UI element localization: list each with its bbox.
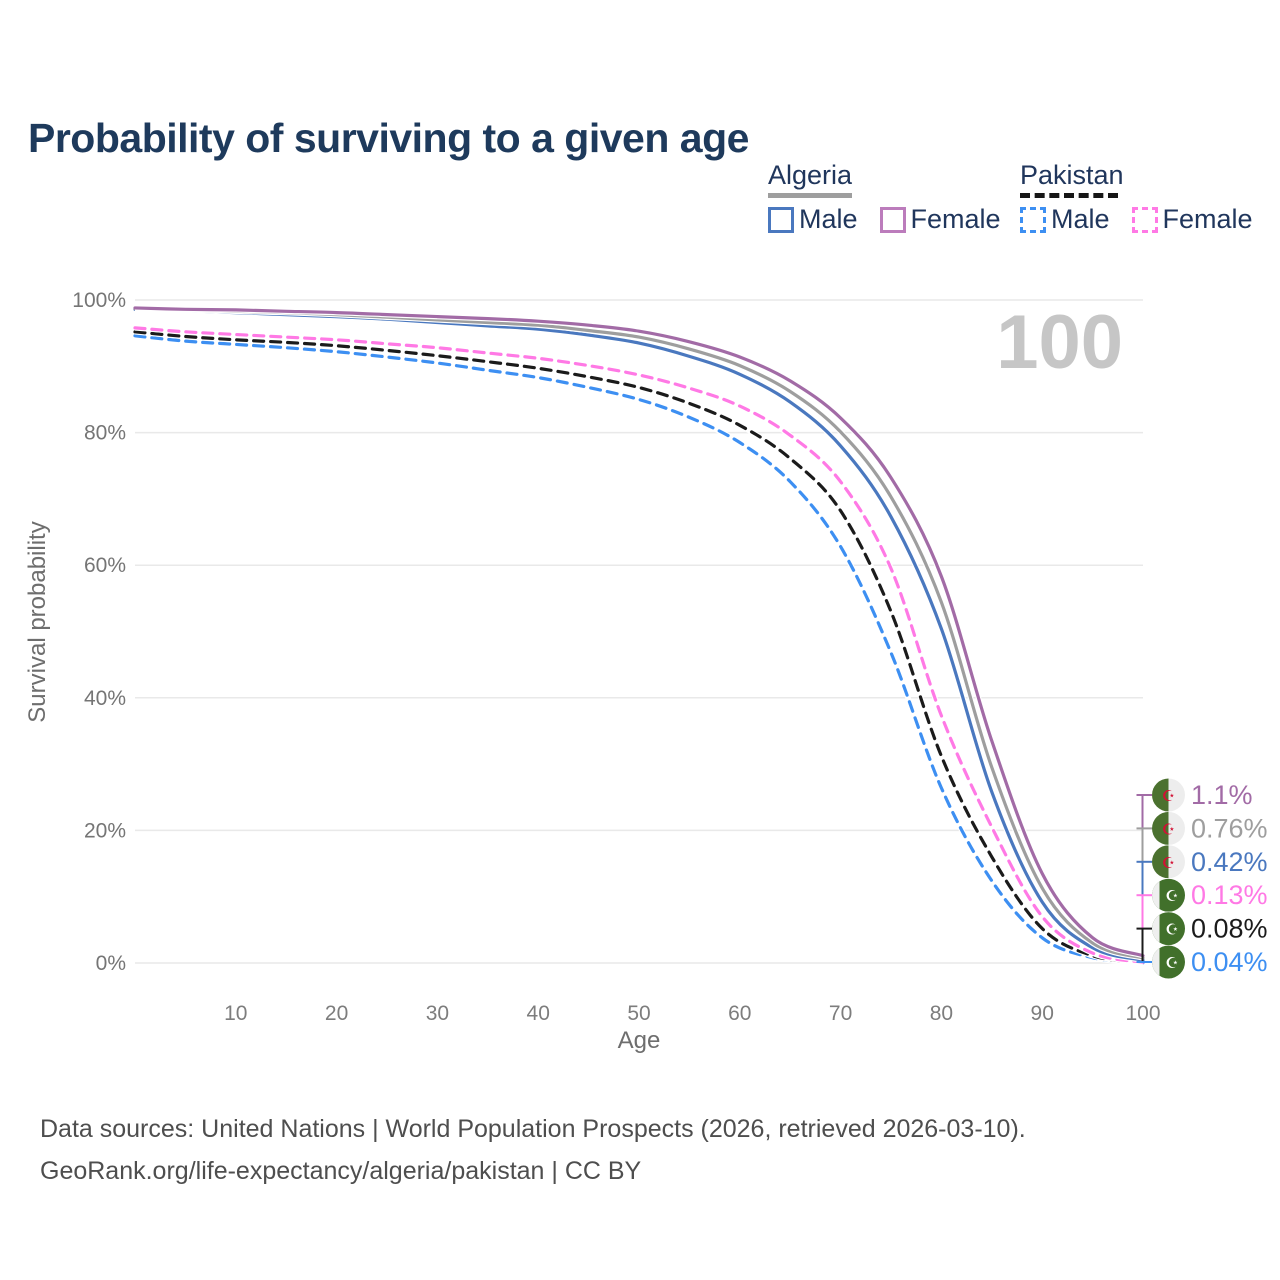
- curve-pakistan-male: [133, 334, 1145, 965]
- legend-label-pakistan-male: Male: [1051, 204, 1110, 234]
- x-tick-label: 90: [1031, 1002, 1054, 1025]
- legend-swatch-pakistan-male: [1020, 206, 1046, 233]
- y-tick-label: 40%: [84, 687, 126, 710]
- flag-green-half: [1152, 811, 1169, 845]
- curve-halo: [134, 306, 1144, 963]
- x-tick-label: 30: [426, 1002, 449, 1025]
- y-tick-label: 20%: [84, 819, 126, 842]
- flag-art: ☪: [1152, 778, 1185, 812]
- curve-halo: [134, 325, 1144, 965]
- age-watermark: 100: [996, 300, 1123, 385]
- curve-halo: [134, 329, 1144, 966]
- footer-source-link: GeoRank.org/life-expectancy/algeria/paki…: [40, 1157, 642, 1185]
- x-axis-title: Age: [618, 1027, 661, 1054]
- star-and-crescent-icon: ☪: [1162, 855, 1175, 872]
- x-tick-label: 20: [325, 1002, 348, 1025]
- y-axis-title: Survival probability: [24, 521, 51, 722]
- legend-swatch-algeria-male: [768, 206, 794, 233]
- end-value-label: 0.13%: [1191, 880, 1268, 910]
- end-value-label: 0.04%: [1191, 947, 1268, 977]
- y-tick-label: 80%: [84, 422, 126, 445]
- x-tick-label: 60: [728, 1002, 751, 1025]
- end-value-label: 0.08%: [1191, 914, 1268, 944]
- legend-swatch-pakistan-female: [1131, 206, 1158, 233]
- end-value-label: 0.42%: [1191, 847, 1268, 877]
- curve-pakistan-female: [133, 326, 1145, 964]
- flag-white-stripe: [1152, 912, 1160, 946]
- legend-swatch-algeria-female: [879, 206, 906, 233]
- legend-label-pakistan-female: Female: [1162, 204, 1253, 234]
- curve-algeria-male: [133, 307, 1145, 962]
- legend-label-algeria-male: Male: [799, 204, 858, 234]
- y-tick-label: 60%: [84, 554, 126, 577]
- flag-algeria-icon: ☪: [1152, 811, 1185, 845]
- flag-algeria-icon: ☪: [1152, 778, 1185, 812]
- legend-algeria-label: Algeria: [768, 160, 853, 190]
- flag-white-half: [1168, 811, 1185, 845]
- y-tick-label: 0%: [96, 952, 126, 975]
- flag-pakistan-icon: ☪: [1152, 878, 1185, 912]
- footer: Data sources: United Nations | World Pop…: [40, 1108, 1026, 1192]
- legend-group-algeria: Algeria Male Female: [768, 162, 1023, 233]
- flag-white-stripe: [1152, 878, 1160, 912]
- end-value-label: 0.76%: [1191, 813, 1268, 843]
- x-tick-label: 70: [829, 1002, 852, 1025]
- flag-art: ☪: [1152, 912, 1185, 946]
- legend-algeria-line-swatch: [768, 193, 852, 198]
- flag-pakistan-icon: ☪: [1152, 945, 1185, 979]
- star-and-crescent-icon: ☪: [1162, 821, 1175, 838]
- star-and-crescent-icon: ☪: [1165, 922, 1178, 939]
- x-tick-label: 80: [930, 1002, 953, 1025]
- flag-pakistan-icon: ☪: [1152, 912, 1185, 946]
- curve-halo: [134, 333, 1144, 966]
- x-tick-label: 50: [627, 1002, 650, 1025]
- x-tick-label: 100: [1125, 1002, 1160, 1025]
- star-and-crescent-icon: ☪: [1165, 955, 1178, 972]
- legend-group-pakistan: Pakistan Male Female: [1020, 162, 1275, 233]
- flag-green-half: [1152, 845, 1169, 879]
- flag-white-half: [1168, 845, 1185, 879]
- flag-art: ☪: [1152, 811, 1185, 845]
- x-tick-label: 10: [224, 1002, 247, 1025]
- star-and-crescent-icon: ☪: [1162, 788, 1175, 805]
- flag-green-half: [1152, 778, 1169, 812]
- curve-pakistan-both-sexes: [133, 330, 1145, 965]
- x-tick-label: 40: [527, 1002, 550, 1025]
- page-title: Probability of surviving to a given age: [28, 115, 749, 162]
- curve-algeria-female: [133, 306, 1145, 958]
- end-value-label: 1.1%: [1191, 780, 1253, 810]
- flag-algeria-icon: ☪: [1152, 845, 1185, 879]
- flag-art: ☪: [1152, 945, 1185, 979]
- flag-art: ☪: [1152, 878, 1185, 912]
- y-tick-label: 100%: [72, 289, 126, 312]
- legend-pakistan-line-swatch: [1020, 193, 1118, 198]
- flag-white-stripe: [1152, 945, 1160, 979]
- footer-data-sources: Data sources: United Nations | World Pop…: [40, 1115, 1026, 1143]
- legend-pakistan-label: Pakistan: [1020, 160, 1124, 190]
- legend-label-algeria-female: Female: [910, 204, 1001, 234]
- flag-art: ☪: [1152, 845, 1185, 879]
- flag-white-half: [1168, 778, 1185, 812]
- star-and-crescent-icon: ☪: [1165, 888, 1178, 905]
